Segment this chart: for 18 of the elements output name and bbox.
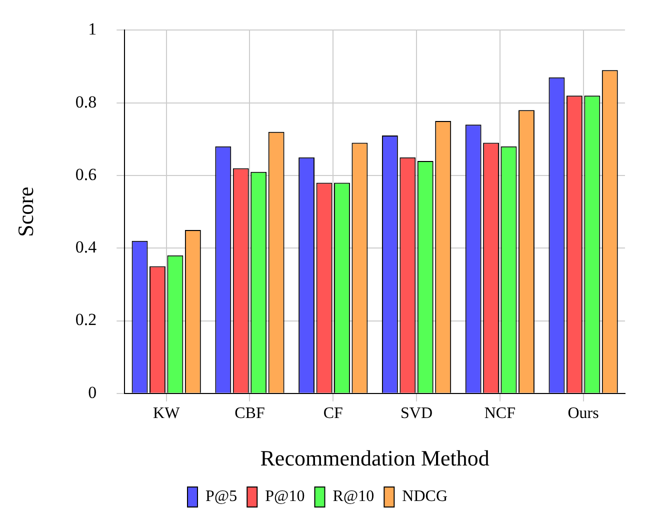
y-tick-label: 0.4: [75, 238, 98, 257]
y-tick-label: 0.6: [75, 164, 97, 184]
x-tick-label: SVD: [400, 405, 433, 422]
y-axis-title: Score: [12, 186, 38, 237]
y-tick-label: 0: [88, 382, 97, 402]
x-tick-label: CBF: [234, 405, 265, 422]
y-tick-label: 0.2: [75, 310, 97, 330]
x-tick-label: KW: [153, 405, 181, 422]
y-tick-label: 0.8: [75, 92, 97, 112]
legend-label: P@10: [265, 488, 305, 506]
x-tick-label: NCF: [484, 405, 516, 422]
y-tick-label: 1: [88, 20, 97, 39]
legend-label: P@5: [205, 488, 238, 506]
x-tick-label: Ours: [568, 405, 599, 422]
legend-label: NDCG: [402, 488, 448, 506]
x-axis-title: Recommendation Method: [260, 446, 490, 471]
legend-label: R@10: [332, 488, 374, 506]
x-tick-label: CF: [323, 405, 344, 422]
